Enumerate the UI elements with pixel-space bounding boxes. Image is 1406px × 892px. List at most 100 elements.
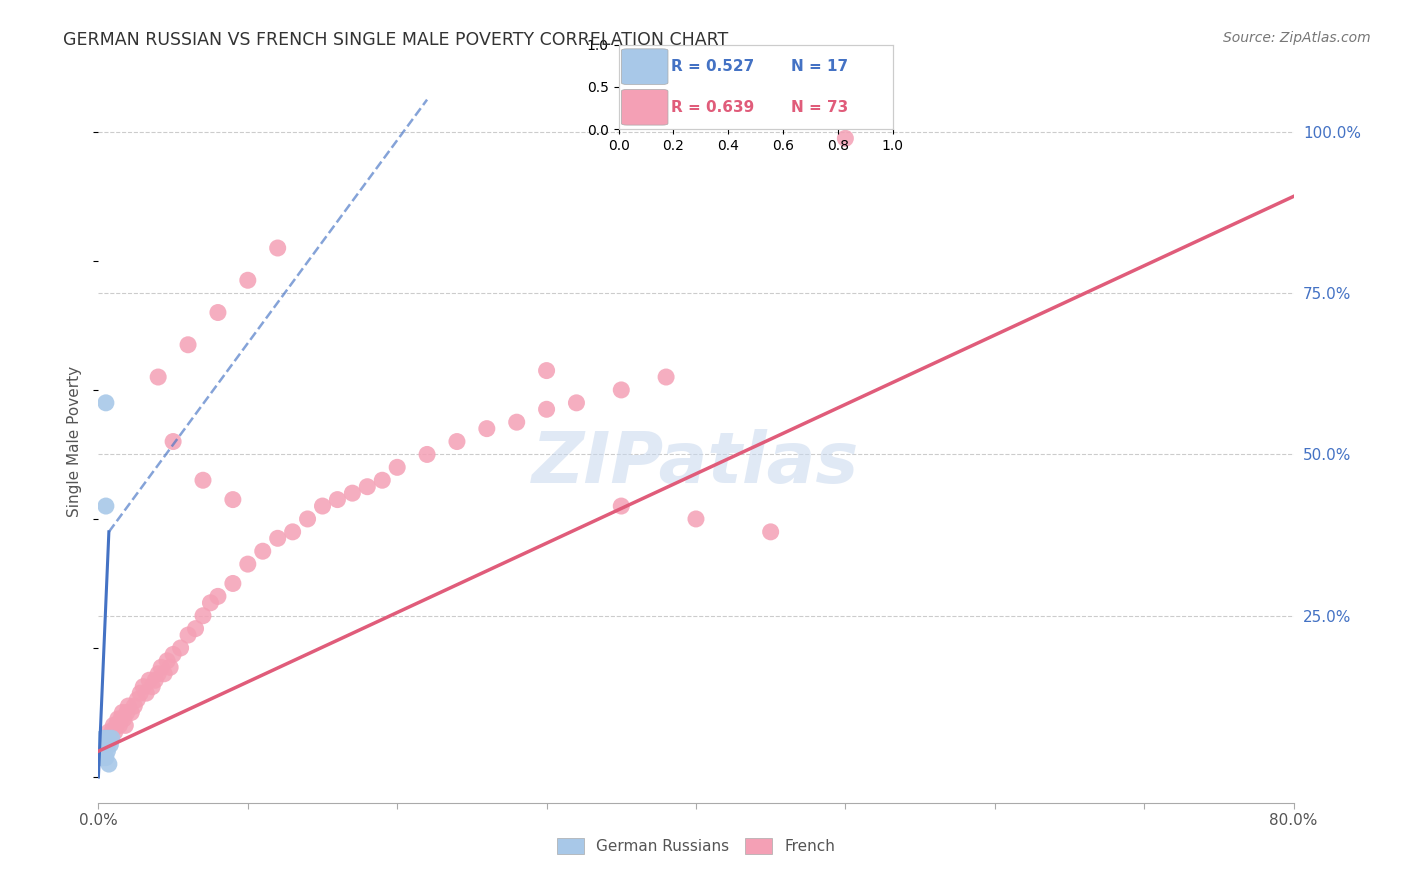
Point bbox=[148, 666, 170, 681]
Point bbox=[162, 648, 184, 662]
Point bbox=[191, 473, 214, 487]
Point bbox=[222, 492, 245, 507]
Point bbox=[236, 273, 259, 287]
Point bbox=[236, 557, 259, 571]
Point bbox=[153, 666, 176, 681]
Point bbox=[207, 305, 229, 319]
Point bbox=[110, 712, 132, 726]
Point bbox=[115, 706, 138, 720]
Point bbox=[91, 744, 114, 758]
Point bbox=[416, 447, 439, 461]
Point bbox=[114, 718, 136, 732]
Point bbox=[207, 590, 229, 604]
Point bbox=[97, 731, 120, 746]
Point bbox=[148, 370, 170, 384]
Point bbox=[191, 608, 214, 623]
Text: Source: ZipAtlas.com: Source: ZipAtlas.com bbox=[1223, 31, 1371, 45]
Text: R = 0.527: R = 0.527 bbox=[671, 59, 754, 74]
Point bbox=[297, 512, 319, 526]
Point bbox=[124, 699, 146, 714]
Point bbox=[93, 738, 115, 752]
Point bbox=[94, 738, 117, 752]
Point bbox=[111, 706, 134, 720]
Point bbox=[655, 370, 678, 384]
Point bbox=[101, 731, 124, 746]
Legend: German Russians, French: German Russians, French bbox=[551, 832, 841, 860]
Point bbox=[127, 692, 149, 706]
Text: R = 0.639: R = 0.639 bbox=[671, 100, 754, 115]
Point bbox=[177, 338, 200, 352]
Point bbox=[91, 731, 114, 746]
Point bbox=[103, 718, 125, 732]
Point bbox=[385, 460, 409, 475]
Text: N = 17: N = 17 bbox=[792, 59, 848, 74]
Point bbox=[610, 499, 633, 513]
Point bbox=[96, 738, 118, 752]
Point bbox=[135, 686, 157, 700]
Point bbox=[267, 531, 290, 545]
Point bbox=[96, 731, 118, 746]
Point bbox=[91, 738, 114, 752]
Point bbox=[132, 680, 155, 694]
Y-axis label: Single Male Poverty: Single Male Poverty bbox=[67, 366, 83, 517]
Point bbox=[162, 434, 184, 449]
Point bbox=[342, 486, 364, 500]
Point bbox=[117, 699, 139, 714]
Point bbox=[98, 738, 122, 752]
Point bbox=[120, 706, 142, 720]
Point bbox=[98, 731, 122, 746]
Point bbox=[156, 654, 179, 668]
Point bbox=[311, 499, 333, 513]
Point bbox=[138, 673, 160, 688]
FancyBboxPatch shape bbox=[621, 89, 668, 125]
Point bbox=[101, 724, 124, 739]
Point bbox=[129, 686, 152, 700]
Point bbox=[93, 750, 115, 764]
Text: GERMAN RUSSIAN VS FRENCH SINGLE MALE POVERTY CORRELATION CHART: GERMAN RUSSIAN VS FRENCH SINGLE MALE POV… bbox=[63, 31, 728, 49]
Point bbox=[356, 480, 378, 494]
Point bbox=[177, 628, 200, 642]
Point bbox=[143, 673, 166, 688]
Text: N = 73: N = 73 bbox=[792, 100, 849, 115]
Point bbox=[105, 718, 128, 732]
Point bbox=[159, 660, 181, 674]
Point bbox=[834, 131, 856, 145]
Point bbox=[536, 363, 558, 377]
Point bbox=[94, 499, 117, 513]
Point bbox=[94, 731, 117, 746]
Point bbox=[759, 524, 782, 539]
Point bbox=[446, 434, 468, 449]
Point bbox=[184, 622, 207, 636]
Point bbox=[267, 241, 290, 255]
FancyBboxPatch shape bbox=[621, 49, 668, 85]
Point bbox=[90, 738, 112, 752]
Point bbox=[610, 383, 633, 397]
Point bbox=[169, 640, 191, 655]
Point bbox=[506, 415, 529, 429]
Point bbox=[96, 744, 118, 758]
Point bbox=[150, 660, 173, 674]
Point bbox=[222, 576, 245, 591]
Point bbox=[200, 596, 222, 610]
Point bbox=[90, 750, 112, 764]
Point bbox=[94, 750, 117, 764]
Point bbox=[685, 512, 707, 526]
Point bbox=[565, 396, 588, 410]
Point bbox=[107, 712, 129, 726]
Point bbox=[104, 724, 127, 739]
Point bbox=[141, 680, 163, 694]
Point bbox=[371, 473, 394, 487]
Point bbox=[108, 718, 131, 732]
Text: ZIPatlas: ZIPatlas bbox=[533, 429, 859, 498]
Point bbox=[252, 544, 274, 558]
Point bbox=[97, 724, 120, 739]
Point bbox=[281, 524, 304, 539]
Point bbox=[475, 422, 498, 436]
Point bbox=[93, 731, 115, 746]
Point bbox=[536, 402, 558, 417]
Point bbox=[94, 396, 117, 410]
Point bbox=[112, 712, 135, 726]
Point bbox=[97, 757, 120, 772]
Point bbox=[326, 492, 349, 507]
Point bbox=[91, 750, 114, 764]
